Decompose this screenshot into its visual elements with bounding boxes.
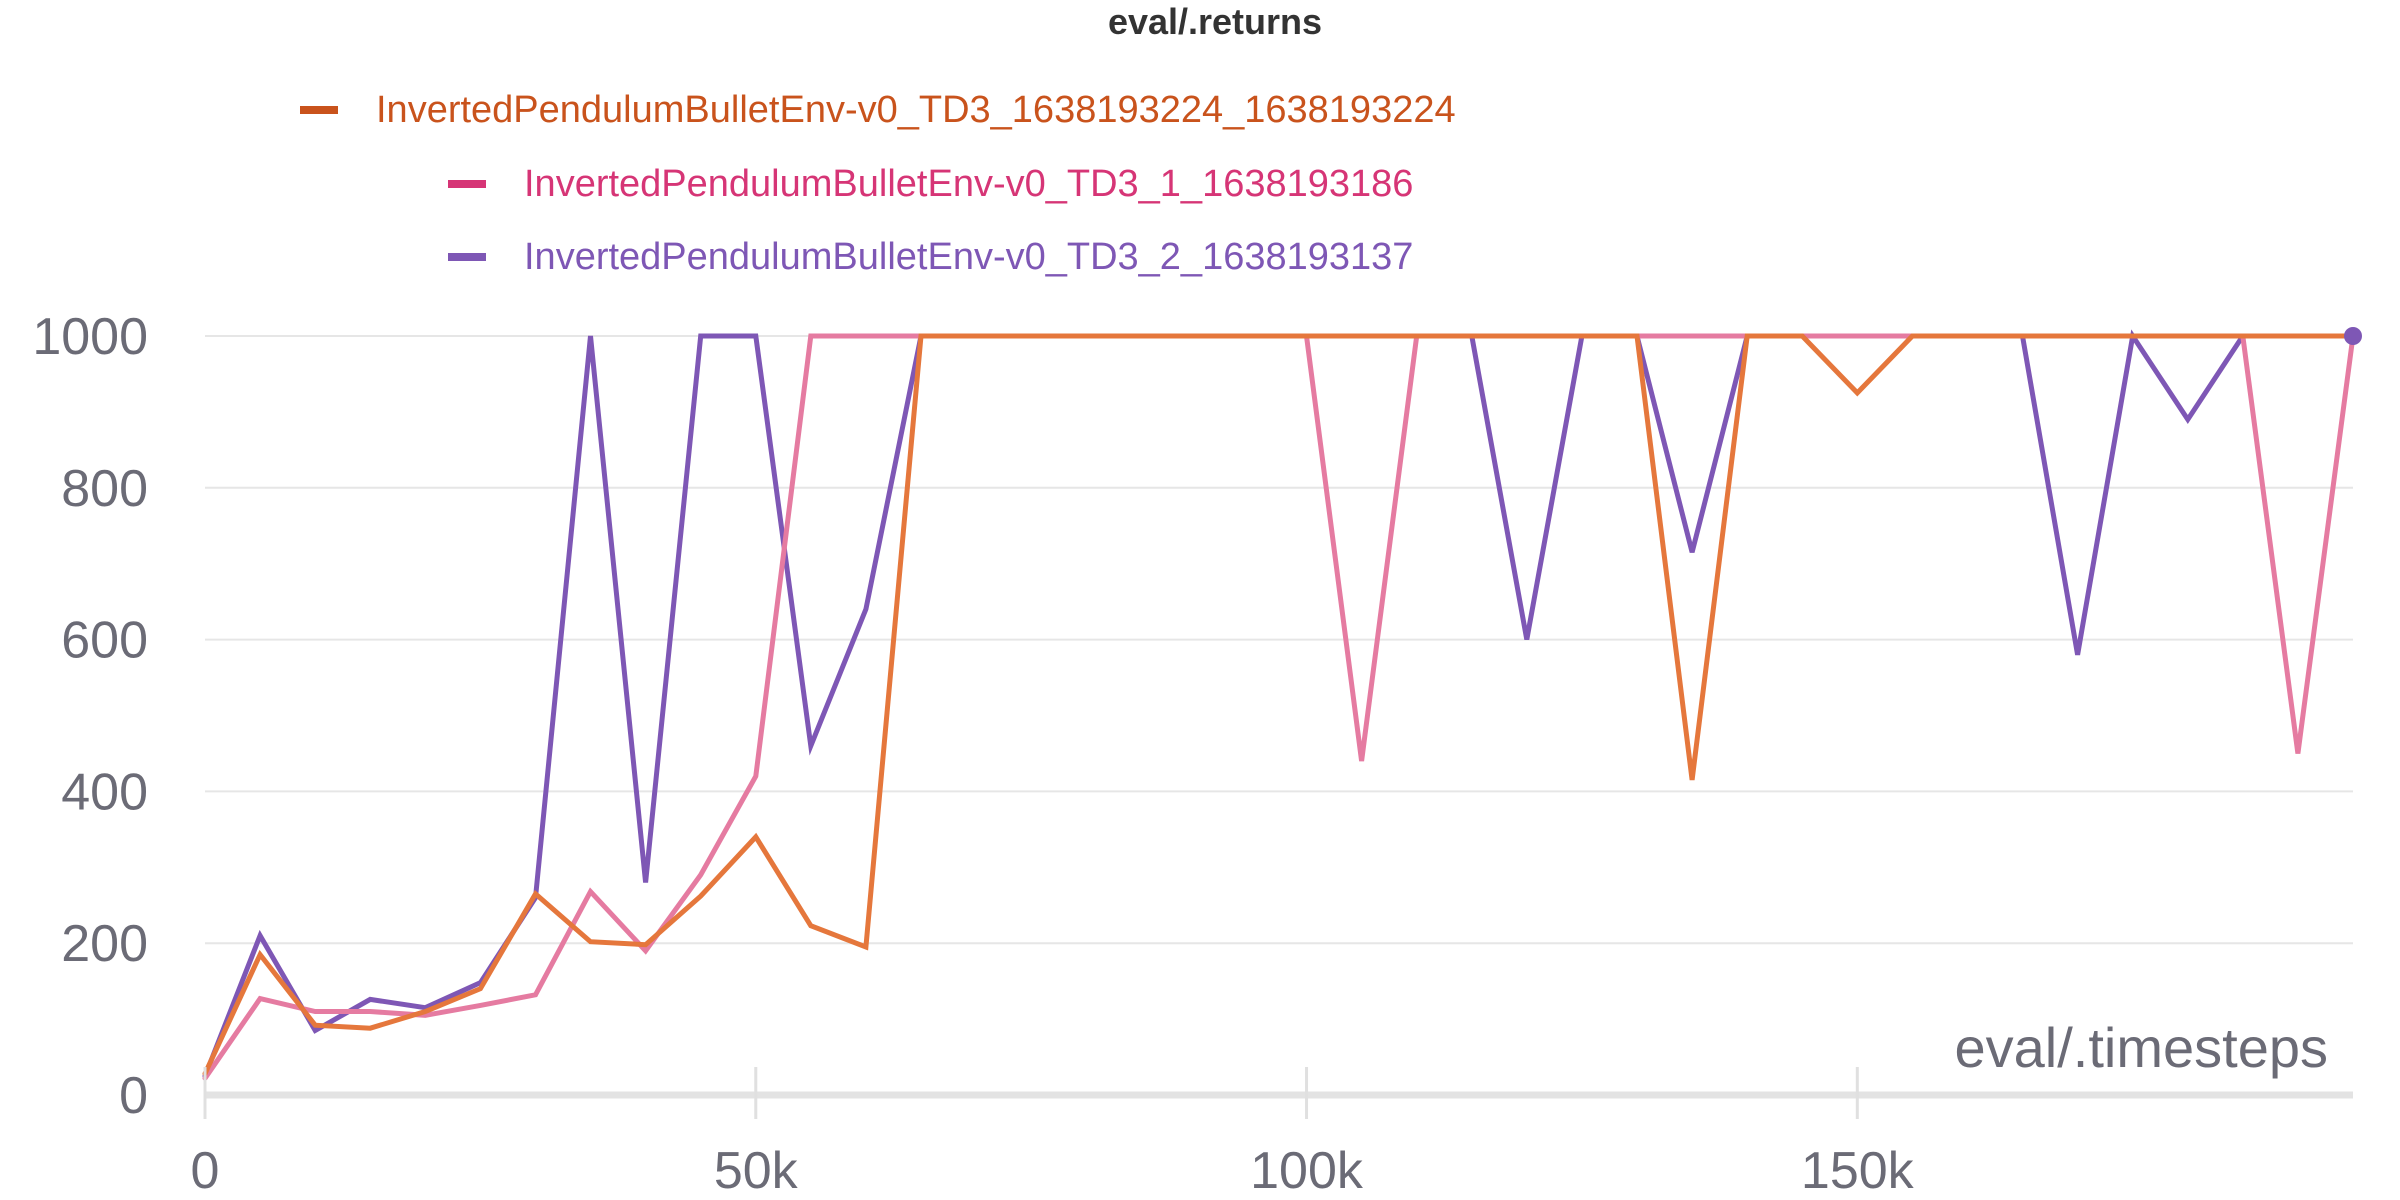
y-tick-label: 800 xyxy=(61,460,148,518)
x-tick-label: 150k xyxy=(1801,1142,1915,1200)
x-tick-label: 50k xyxy=(714,1142,799,1200)
axes: 0 200 400 600 800 1000 0 50k 100k 150k xyxy=(32,308,2353,1200)
series-layer xyxy=(202,327,2362,1081)
chart-title: eval/.returns xyxy=(1108,1,1322,42)
legend-label: InvertedPendulumBulletEnv-v0_TD3_1_16381… xyxy=(524,163,1413,205)
x-tick-label: 0 xyxy=(191,1142,220,1200)
series-line-2 xyxy=(202,333,2356,1081)
series-line-3 xyxy=(202,333,2356,1077)
y-tick-label: 200 xyxy=(61,915,148,973)
series-line-1 xyxy=(202,329,2356,1079)
y-tick-label: 1000 xyxy=(32,308,148,366)
legend-label: InvertedPendulumBulletEnv-v0_TD3_2_16381… xyxy=(524,236,1413,278)
series-end-point xyxy=(2344,327,2362,345)
gridlines xyxy=(205,335,2353,945)
y-tick-label: 400 xyxy=(61,763,148,821)
y-tick-label: 0 xyxy=(119,1067,148,1125)
legend-label: InvertedPendulumBulletEnv-v0_TD3_1638193… xyxy=(376,89,1456,131)
y-tick-label: 600 xyxy=(61,612,148,670)
legend: InvertedPendulumBulletEnv-v0_TD3_1638193… xyxy=(300,89,1456,278)
x-axis-title: eval/.timesteps xyxy=(1955,1016,2329,1079)
x-tick-label: 100k xyxy=(1250,1142,1364,1200)
